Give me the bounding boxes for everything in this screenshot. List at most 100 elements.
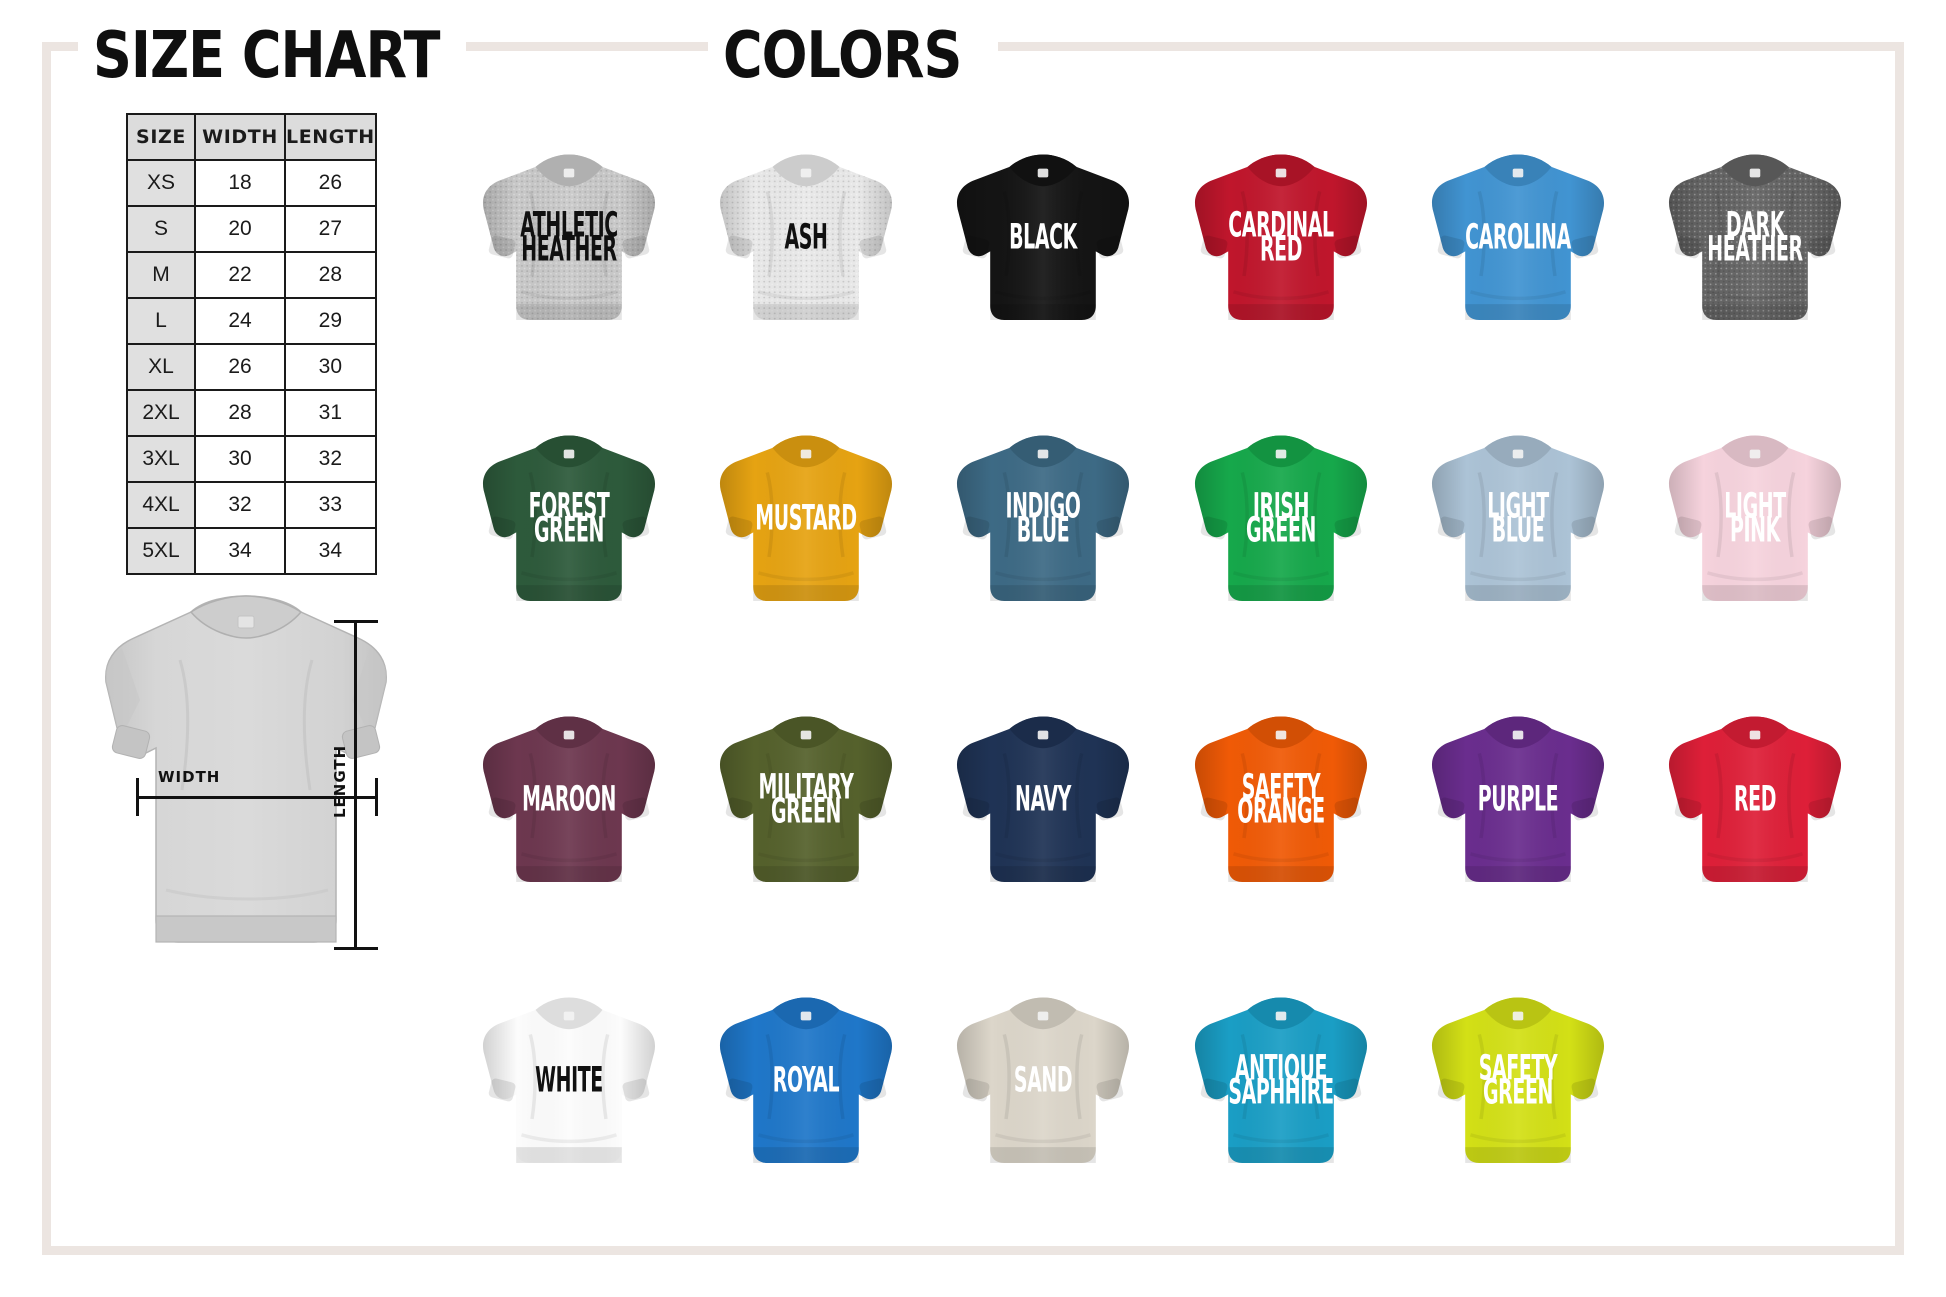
color-swatch-forest-green[interactable]: FOREST GREEN [452, 381, 685, 658]
cell-width: 34 [194, 527, 286, 575]
colors-heading: COLORS [723, 18, 962, 93]
cell-width: 20 [194, 205, 286, 253]
sweatshirt-icon [481, 713, 657, 889]
color-swatch-royal[interactable]: ROYAL [689, 943, 922, 1220]
frame-notch-colors [708, 28, 998, 86]
sweatshirt-icon [955, 432, 1131, 608]
cell-size: XL [126, 343, 196, 391]
cell-size: 3XL [126, 435, 196, 483]
sweatshirt-icon [1193, 713, 1369, 889]
color-swatch-purple[interactable]: PURPLE [1401, 662, 1634, 939]
color-swatch-carolina[interactable]: CAROLINA [1401, 100, 1634, 377]
sweatshirt-icon [1667, 432, 1843, 608]
table-header-row: SIZE WIDTH LENGTH [126, 113, 377, 161]
color-swatch-safety-green[interactable]: SAFETY GREEN [1401, 943, 1634, 1220]
width-tick-left [136, 778, 139, 816]
sweatshirt-icon [955, 994, 1131, 1170]
sweatshirt-icon [955, 151, 1131, 327]
column-header-size: SIZE [126, 113, 196, 161]
length-tick-bottom [334, 947, 378, 950]
cell-length: 34 [284, 527, 377, 575]
color-swatch-antique-saphhire[interactable]: ANTIQUE SAPHHIRE [1164, 943, 1397, 1220]
color-swatch-athletic-heather[interactable]: ATHLETIC HEATHER [452, 100, 685, 377]
color-swatch-black[interactable]: BLACK [927, 100, 1160, 377]
cell-size: 2XL [126, 389, 196, 437]
length-dimension-label: LENGTH [331, 744, 349, 818]
table-row: XL 26 30 [126, 343, 377, 391]
cell-length: 26 [284, 159, 377, 207]
color-swatch-mustard[interactable]: MUSTARD [689, 381, 922, 658]
sweatshirt-icon [1430, 151, 1606, 327]
table-row: 4XL 32 33 [126, 481, 377, 529]
sweatshirt-icon [955, 713, 1131, 889]
cell-length: 33 [284, 481, 377, 529]
table-row: L 24 29 [126, 297, 377, 345]
color-swatch-grid: ATHLETIC HEATHER ASH BLACK CARDINAL RED CAROLI… [452, 100, 1872, 1220]
cell-width: 24 [194, 297, 286, 345]
table-row: 3XL 30 32 [126, 435, 377, 483]
sweatshirt-icon [1193, 432, 1369, 608]
table-row: 5XL 34 34 [126, 527, 377, 575]
table-row: XS 18 26 [126, 159, 377, 207]
cell-width: 32 [194, 481, 286, 529]
width-dimension-label: WIDTH [158, 768, 221, 786]
length-measure-line [354, 620, 357, 950]
table-row: 2XL 28 31 [126, 389, 377, 437]
sweatshirt-icon [1667, 151, 1843, 327]
color-swatch-dark-heather[interactable]: DARK HEATHER [1639, 100, 1872, 377]
sweatshirt-outline-graphic [105, 595, 387, 943]
color-swatch-sand[interactable]: SAND [927, 943, 1160, 1220]
cell-width: 28 [194, 389, 286, 437]
cell-size: 5XL [126, 527, 196, 575]
color-swatch-ash[interactable]: ASH [689, 100, 922, 377]
cell-length: 32 [284, 435, 377, 483]
sweatshirt-icon [1193, 994, 1369, 1170]
size-chart-table-wrapper: SIZE WIDTH LENGTH XS 18 26 S 20 27 M 22 28 L 24 29 X… [126, 113, 377, 575]
cell-length: 28 [284, 251, 377, 299]
cell-size: XS [126, 159, 196, 207]
column-header-length: LENGTH [284, 113, 377, 161]
sweatshirt-icon [718, 713, 894, 889]
cell-width: 22 [194, 251, 286, 299]
color-swatch-maroon[interactable]: MAROON [452, 662, 685, 939]
cell-size: M [126, 251, 196, 299]
color-swatch-indigo-blue[interactable]: INDIGO BLUE [927, 381, 1160, 658]
cell-length: 30 [284, 343, 377, 391]
color-swatch-navy[interactable]: NAVY [927, 662, 1160, 939]
color-swatch-white[interactable]: WHITE [452, 943, 685, 1220]
color-swatch-light-blue[interactable]: LIGHT BLUE [1401, 381, 1634, 658]
table-row: S 20 27 [126, 205, 377, 253]
width-measure-line [136, 796, 378, 799]
sweatshirt-icon [481, 994, 657, 1170]
sweatshirt-icon [1193, 151, 1369, 327]
sweatshirt-icon [1667, 713, 1843, 889]
measurement-diagram: WIDTH LENGTH [96, 590, 426, 980]
cell-length: 27 [284, 205, 377, 253]
table-row: M 22 28 [126, 251, 377, 299]
color-swatch-military-green[interactable]: MILITARY GREEN [689, 662, 922, 939]
cell-width: 26 [194, 343, 286, 391]
sweatshirt-icon [1430, 713, 1606, 889]
sweatshirt-icon [718, 151, 894, 327]
width-tick-right [375, 778, 378, 816]
column-header-width: WIDTH [194, 113, 286, 161]
frame-notch-divider [436, 30, 466, 84]
cell-length: 31 [284, 389, 377, 437]
color-swatch-irish-green[interactable]: IRISH GREEN [1164, 381, 1397, 658]
sweatshirt-icon [1430, 994, 1606, 1170]
sweatshirt-icon [718, 994, 894, 1170]
cell-size: 4XL [126, 481, 196, 529]
cell-size: L [126, 297, 196, 345]
cell-length: 29 [284, 297, 377, 345]
cell-size: S [126, 205, 196, 253]
color-swatch-light-pink[interactable]: LIGHT PINK [1639, 381, 1872, 658]
sweatshirt-icon [481, 432, 657, 608]
color-swatch-saefty-orange[interactable]: SAEFTY ORANGE [1164, 662, 1397, 939]
color-swatch-red[interactable]: RED [1639, 662, 1872, 939]
sweatshirt-icon [481, 151, 657, 327]
cell-width: 30 [194, 435, 286, 483]
length-tick-top [334, 620, 378, 623]
size-chart-heading: SIZE CHART [93, 18, 440, 93]
sweatshirt-icon [1430, 432, 1606, 608]
color-swatch-cardinal-red[interactable]: CARDINAL RED [1164, 100, 1397, 377]
